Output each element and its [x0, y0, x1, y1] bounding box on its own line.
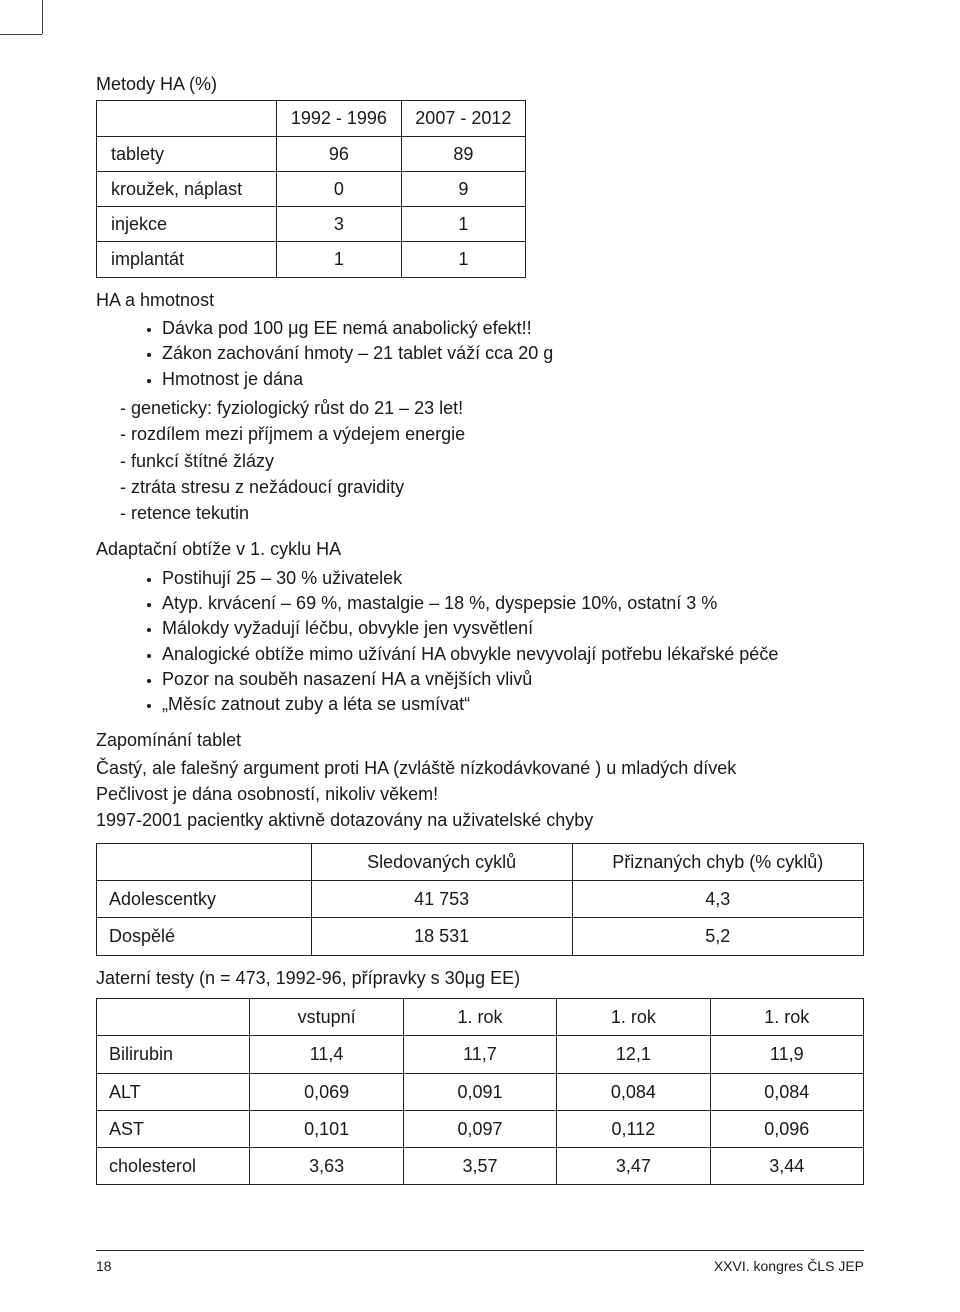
table-header: 1992 - 1996 — [277, 101, 401, 136]
table-header: 1. rok — [403, 998, 556, 1035]
table-cell: 12,1 — [557, 1036, 710, 1073]
section-heading-weight: HA a hmotnost — [96, 288, 864, 312]
table-cell — [97, 101, 277, 136]
table-row: tablety 96 89 — [97, 136, 526, 171]
list-item: Málokdy vyžadují léčbu, obvykle jen vysv… — [162, 616, 864, 641]
table-cell: 1 — [277, 242, 401, 277]
table-forget: Sledovaných cyklů Přiznaných chyb (% cyk… — [96, 843, 864, 956]
table-cell: Bilirubin — [97, 1036, 250, 1073]
indent-line: - geneticky: fyziologický růst do 21 – 2… — [120, 396, 864, 420]
table-row: injekce 3 1 — [97, 207, 526, 242]
table-cell: 41 753 — [311, 881, 572, 918]
table-cell: 9 — [401, 171, 525, 206]
table-cell: 11,9 — [710, 1036, 863, 1073]
table-cell: cholesterol — [97, 1148, 250, 1185]
table-cell: 0,101 — [250, 1110, 403, 1147]
list-item: Hmotnost je dána — [162, 367, 864, 392]
table-row: Dospělé 18 531 5,2 — [97, 918, 864, 955]
table-cell: 0,112 — [557, 1110, 710, 1147]
table-cell: 0,096 — [710, 1110, 863, 1147]
indent-line: - ztráta stresu z nežádoucí gravidity — [120, 475, 864, 499]
table-cell: 89 — [401, 136, 525, 171]
paragraph: 1997-2001 pacientky aktivně dotazovány n… — [96, 808, 864, 832]
table-cell: 5,2 — [572, 918, 863, 955]
section-heading-methods: Metody HA (%) — [96, 72, 864, 96]
table-cell: 1 — [401, 207, 525, 242]
list-item: Zákon zachování hmoty – 21 tablet váží c… — [162, 341, 864, 366]
table-cell: 0,084 — [710, 1073, 863, 1110]
table-cell: 0 — [277, 171, 401, 206]
indent-line: - retence tekutin — [120, 501, 864, 525]
table-cell: Dospělé — [97, 918, 312, 955]
indented-lines: - geneticky: fyziologický růst do 21 – 2… — [96, 396, 864, 525]
paragraph: Pečlivost je dána osobností, nikoliv věk… — [96, 782, 864, 806]
table-cell: tablety — [97, 136, 277, 171]
table-row: cholesterol 3,63 3,57 3,47 3,44 — [97, 1148, 864, 1185]
list-item: Postihují 25 – 30 % uživatelek — [162, 566, 864, 591]
table-cell: kroužek, náplast — [97, 171, 277, 206]
table-cell: ALT — [97, 1073, 250, 1110]
table-cell: 3 — [277, 207, 401, 242]
table-cell: implantát — [97, 242, 277, 277]
table-row: AST 0,101 0,097 0,112 0,096 — [97, 1110, 864, 1147]
table-cell: 96 — [277, 136, 401, 171]
indent-line: - funkcí štítné žlázy — [120, 449, 864, 473]
section-heading-adapt: Adaptační obtíže v 1. cyklu HA — [96, 537, 864, 561]
page-number: 18 — [96, 1257, 112, 1276]
table-cell: 3,44 — [710, 1148, 863, 1185]
table-cell: injekce — [97, 207, 277, 242]
list-item: Pozor na souběh nasazení HA a vnějších v… — [162, 667, 864, 692]
table-header: Přiznaných chyb (% cyklů) — [572, 843, 863, 880]
table-cell: Adolescentky — [97, 881, 312, 918]
table-cell: 0,091 — [403, 1073, 556, 1110]
bullet-list-weight: Dávka pod 100 μg EE nemá anabolický efek… — [96, 316, 864, 392]
page-footer: 18 XXVI. kongres ČLS JEP — [96, 1250, 864, 1276]
table-cell: 3,57 — [403, 1148, 556, 1185]
section-heading-forget: Zapomínání tablet — [96, 728, 864, 752]
table-header: 1. rok — [557, 998, 710, 1035]
table-cell: 3,63 — [250, 1148, 403, 1185]
table-cell: 3,47 — [557, 1148, 710, 1185]
table-cell: 18 531 — [311, 918, 572, 955]
table-row: Bilirubin 11,4 11,7 12,1 11,9 — [97, 1036, 864, 1073]
table-row: Adolescentky 41 753 4,3 — [97, 881, 864, 918]
table-row: implantát 1 1 — [97, 242, 526, 277]
table-cell: 11,4 — [250, 1036, 403, 1073]
table-header: 2007 - 2012 — [401, 101, 525, 136]
table-methods-ha: 1992 - 1996 2007 - 2012 tablety 96 89 kr… — [96, 100, 526, 277]
bullet-list-adapt: Postihují 25 – 30 % uživatelek Atyp. krv… — [96, 566, 864, 718]
table-header: vstupní — [250, 998, 403, 1035]
list-item: Analogické obtíže mimo užívání HA obvykl… — [162, 642, 864, 667]
list-item: „Měsíc zatnout zuby a léta se usmívat“ — [162, 692, 864, 717]
table-header: Sledovaných cyklů — [311, 843, 572, 880]
indent-line: - rozdílem mezi příjmem a výdejem energi… — [120, 422, 864, 446]
table-cell: 0,084 — [557, 1073, 710, 1110]
table-cell: 0,069 — [250, 1073, 403, 1110]
table-cell: 11,7 — [403, 1036, 556, 1073]
footer-right: XXVI. kongres ČLS JEP — [714, 1257, 864, 1276]
paragraph: Častý, ale falešný argument proti HA (zv… — [96, 756, 864, 780]
table-row: ALT 0,069 0,091 0,084 0,084 — [97, 1073, 864, 1110]
table-cell: 4,3 — [572, 881, 863, 918]
list-item: Dávka pod 100 μg EE nemá anabolický efek… — [162, 316, 864, 341]
table-cell: AST — [97, 1110, 250, 1147]
table-header: 1. rok — [710, 998, 863, 1035]
table-liver: vstupní 1. rok 1. rok 1. rok Bilirubin 1… — [96, 998, 864, 1185]
section-heading-liver: Jaterní testy (n = 473, 1992-96, příprav… — [96, 966, 864, 990]
table-cell — [97, 843, 312, 880]
table-cell — [97, 998, 250, 1035]
table-cell: 1 — [401, 242, 525, 277]
table-cell: 0,097 — [403, 1110, 556, 1147]
list-item: Atyp. krvácení – 69 %, mastalgie – 18 %,… — [162, 591, 864, 616]
table-row: kroužek, náplast 0 9 — [97, 171, 526, 206]
